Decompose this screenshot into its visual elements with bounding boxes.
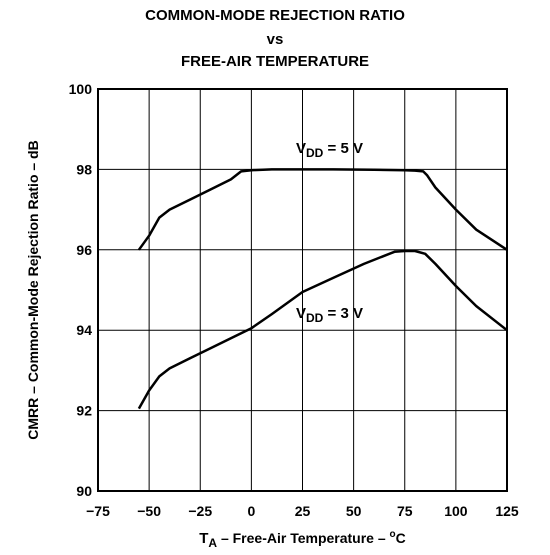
x-tick-label: 50 [346,503,362,519]
x-tick-label: 100 [444,503,468,519]
x-tick-label: 125 [495,503,519,519]
y-tick-label: 90 [76,483,92,499]
grid [98,89,507,491]
series-label-2: VDD = 3 V [296,305,363,325]
y-tick-label: 100 [69,81,93,97]
x-tick-label: −75 [86,503,110,519]
chart-title-line-2: vs [266,31,284,48]
x-tick-label: 25 [295,503,311,519]
x-tick-label: 75 [397,503,413,519]
x-tick-label: 0 [247,503,255,519]
y-tick-labels: 90 92 94 96 98 100 [69,81,93,499]
y-axis-label: CMRR – Common-Mode Rejection Ratio – dB [25,140,41,439]
y-tick-label: 92 [76,403,92,419]
series-line-2 [137,249,508,410]
chart-title-line-1: COMMON-MODE REJECTION RATIO [145,7,405,24]
y-tick-label: 94 [76,322,92,338]
series-label-1: VDD = 5 V [296,140,363,160]
x-tick-label: −25 [188,503,212,519]
plot-frame [97,88,508,492]
x-axis-label: TA – Free-Air Temperature – oC [199,529,406,550]
series-labels: VDD = 5 V VDD = 3 V [296,140,363,325]
x-tick-labels: −75 −50 −25 0 25 50 75 100 125 [86,503,519,519]
series-line-1 [137,168,508,251]
chart-title-line-3: FREE-AIR TEMPERATURE [180,53,370,70]
y-tick-label: 96 [76,242,92,258]
x-tick-label: −50 [137,503,161,519]
y-tick-label: 98 [76,161,92,177]
series-layer [137,168,508,410]
